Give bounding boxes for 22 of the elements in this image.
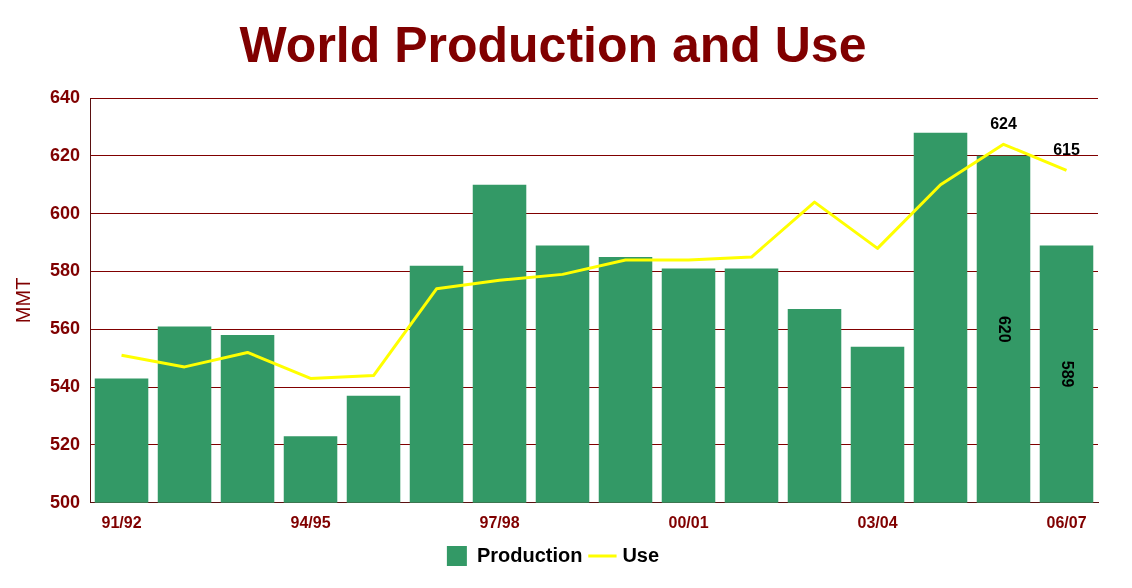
x-tick-label: 94/95 (290, 513, 331, 531)
legend-label: Use (622, 543, 660, 566)
y-tick-label: 520 (49, 433, 81, 454)
y-tick-label: 560 (49, 318, 81, 339)
data-label: 589 (1059, 360, 1077, 388)
x-tick-label: 91/92 (101, 513, 142, 531)
x-tick-label: 06/07 (1046, 513, 1087, 531)
data-label: 620 (996, 315, 1014, 343)
y-tick-label: 500 (49, 491, 81, 512)
y-tick-label: 620 (49, 144, 81, 165)
y-axis-title: MMT (11, 277, 34, 324)
chart-title: World Production and Use (239, 16, 867, 73)
y-tick-label: 580 (49, 260, 81, 281)
data-label: 615 (1053, 140, 1080, 158)
x-tick-label: 97/98 (479, 513, 520, 531)
x-tick-label: 00/01 (668, 513, 709, 531)
x-tick-label: 03/04 (857, 513, 898, 531)
y-tick-label: 540 (49, 376, 81, 397)
legend-label: Production (476, 543, 583, 566)
y-tick-label: 600 (49, 202, 81, 223)
y-tick-label: 640 (49, 86, 81, 107)
data-label: 624 (990, 114, 1017, 132)
